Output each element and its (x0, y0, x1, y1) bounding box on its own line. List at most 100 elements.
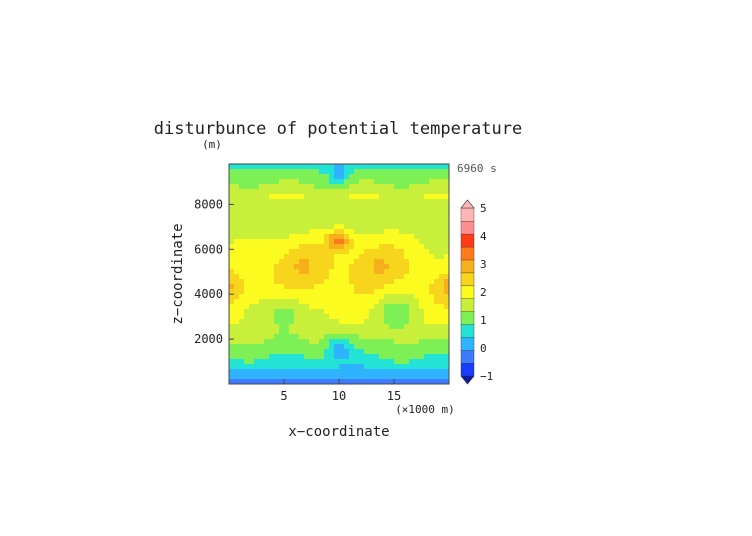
contour-cell (274, 354, 280, 360)
contour-cell (384, 294, 390, 300)
contour-cell (439, 369, 445, 375)
contour-cell (334, 254, 340, 260)
contour-cell (304, 224, 310, 230)
contour-cell (384, 324, 390, 330)
contour-cell (229, 349, 235, 355)
contour-cell (249, 194, 255, 200)
contour-cell (274, 334, 280, 340)
contour-cell (384, 249, 390, 255)
contour-cell (314, 234, 320, 240)
contour-cell (274, 289, 280, 295)
contour-cell (239, 334, 245, 340)
contour-cell (344, 349, 350, 355)
contour-cell (334, 314, 340, 320)
contour-cell (389, 274, 395, 280)
contour-cell (259, 239, 265, 245)
contour-cell (249, 339, 255, 345)
contour-cell (399, 279, 405, 285)
contour-cell (269, 379, 275, 385)
contour-cell (344, 254, 350, 260)
contour-cell (424, 264, 430, 270)
contour-cell (294, 354, 300, 360)
contour-cell (429, 209, 435, 215)
contour-cell (394, 349, 400, 355)
contour-cell (234, 329, 240, 335)
contour-cell (229, 344, 235, 350)
contour-cell (284, 244, 290, 250)
contour-cell (379, 284, 385, 290)
contour-cell (439, 244, 445, 250)
contour-cell (299, 244, 305, 250)
contour-cell (254, 264, 260, 270)
contour-cell (284, 254, 290, 260)
contour-cell (444, 204, 450, 210)
contour-cell (269, 269, 275, 275)
contour-cell (429, 364, 435, 370)
contour-cell (309, 339, 315, 345)
contour-cell (369, 204, 375, 210)
contour-cell (379, 359, 385, 365)
contour-cell (329, 164, 335, 170)
contour-cell (234, 324, 240, 330)
contour-cell (344, 179, 350, 185)
contour-cell (304, 199, 310, 205)
contour-cell (414, 224, 420, 230)
contour-cell (244, 354, 250, 360)
contour-cell (249, 364, 255, 370)
contour-cell (229, 234, 235, 240)
contour-cell (249, 344, 255, 350)
contour-cell (324, 224, 330, 230)
contour-cell (374, 209, 380, 215)
contour-cell (239, 339, 245, 345)
contour-cell (244, 359, 250, 365)
contour-cell (334, 299, 340, 305)
contour-cell (444, 339, 450, 345)
contour-cell (319, 234, 325, 240)
contour-cell (409, 314, 415, 320)
contour-cell (314, 194, 320, 200)
contour-cell (289, 164, 295, 170)
contour-cell (249, 184, 255, 190)
contour-cell (319, 214, 325, 220)
contour-cell (294, 299, 300, 305)
contour-cell (444, 219, 450, 225)
contour-cell (229, 274, 235, 280)
contour-cell (239, 209, 245, 215)
contour-cell (314, 164, 320, 170)
contour-cell (424, 189, 430, 195)
chart-title: disturbunce of potential temperature (154, 119, 522, 139)
colorbar-segment (460, 362, 475, 377)
contour-cell (334, 164, 340, 170)
contour-cell (394, 259, 400, 265)
contour-cell (299, 289, 305, 295)
contour-cell (404, 289, 410, 295)
contour-cell (394, 334, 400, 340)
contour-cell (444, 244, 450, 250)
contour-cell (239, 324, 245, 330)
contour-cell (414, 319, 420, 325)
contour-cell (434, 194, 440, 200)
contour-cell (254, 194, 260, 200)
contour-cell (264, 379, 270, 385)
contour-cell (274, 369, 280, 375)
contour-cell (439, 274, 445, 280)
contour-cell (439, 259, 445, 265)
contour-cell (404, 264, 410, 270)
contour-cell (419, 274, 425, 280)
contour-cell (374, 309, 380, 315)
contour-cell (274, 179, 280, 185)
contour-cell (259, 294, 265, 300)
contour-cell (384, 224, 390, 230)
contour-cell (369, 264, 375, 270)
contour-cell (439, 284, 445, 290)
contour-cell (319, 264, 325, 270)
contour-cell (309, 369, 315, 375)
contour-cell (299, 379, 305, 385)
contour-cell (384, 264, 390, 270)
contour-cell (354, 284, 360, 290)
contour-cell (354, 239, 360, 245)
contour-cell (444, 309, 450, 315)
contour-cell (304, 189, 310, 195)
contour-cell (249, 214, 255, 220)
contour-cell (269, 254, 275, 260)
